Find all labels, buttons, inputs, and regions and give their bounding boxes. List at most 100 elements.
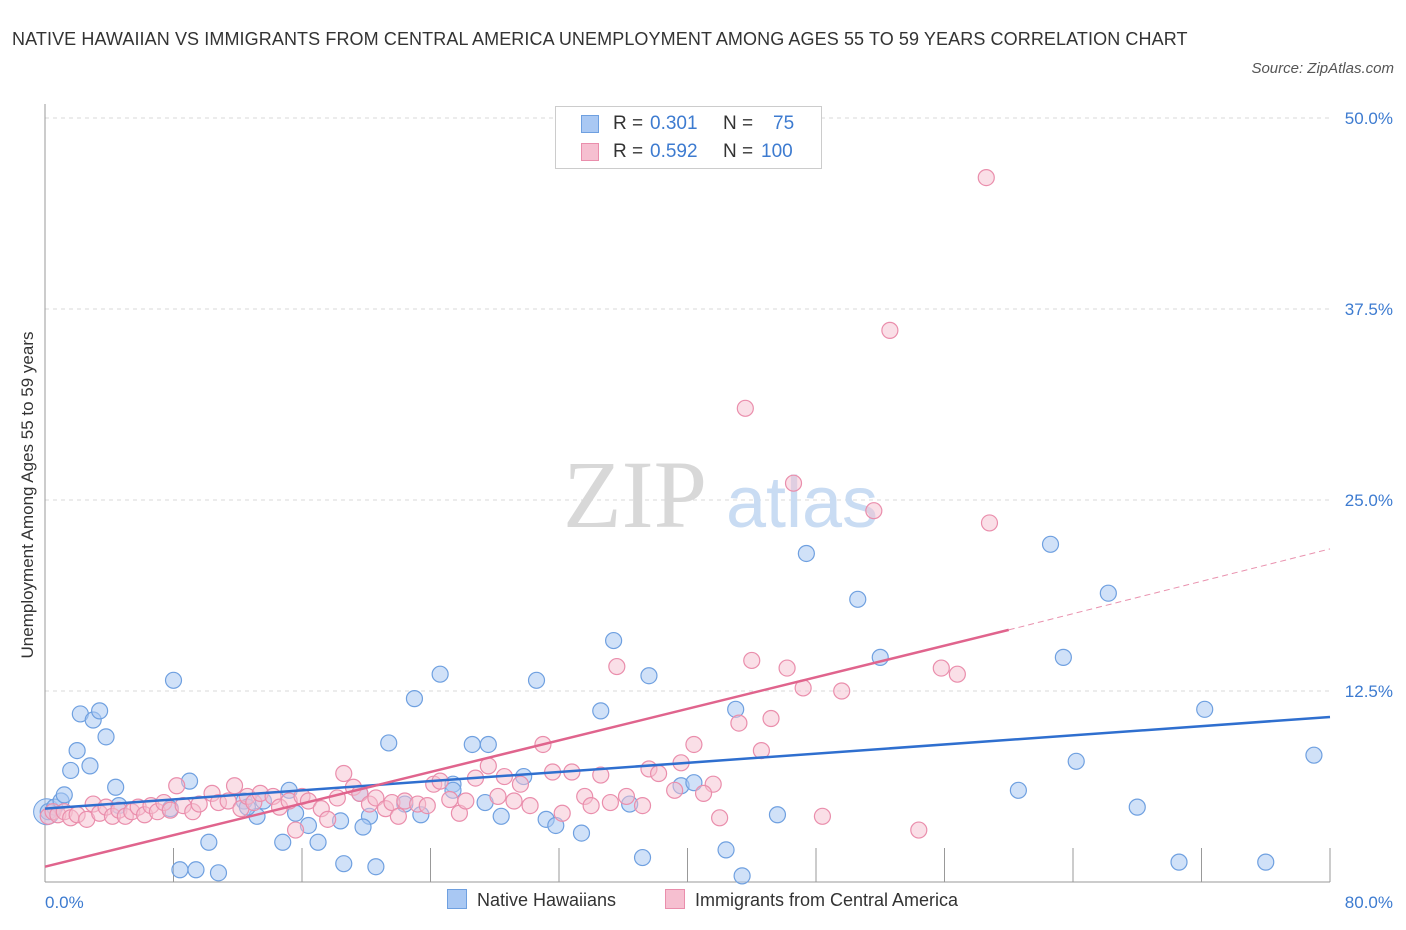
legend-r-label: R = bbox=[613, 113, 644, 134]
data-point bbox=[335, 855, 353, 873]
data-point bbox=[187, 861, 205, 879]
data-point bbox=[730, 714, 748, 732]
data-point bbox=[601, 793, 620, 812]
data-point bbox=[97, 728, 115, 746]
data-point bbox=[1257, 853, 1275, 871]
data-point bbox=[286, 821, 305, 839]
data-point bbox=[865, 502, 883, 520]
data-point bbox=[527, 671, 546, 689]
data-point bbox=[980, 514, 999, 532]
source-label: Source: ZipAtlas.com bbox=[1251, 60, 1394, 77]
y-tick-label: 25.0% bbox=[1345, 491, 1393, 510]
data-point bbox=[225, 777, 244, 795]
legend-n-label: N = bbox=[723, 113, 754, 134]
chart-title: NATIVE HAWAIIAN VS IMMIGRANTS FROM CENTR… bbox=[12, 29, 1188, 49]
y-tick-label: 50.0% bbox=[1345, 109, 1393, 128]
data-point bbox=[617, 787, 636, 806]
data-point bbox=[335, 764, 353, 783]
legend-swatch-pink bbox=[665, 889, 685, 909]
data-point bbox=[833, 682, 851, 700]
legend-n-value: 100 bbox=[761, 141, 793, 162]
series-native-hawaiians bbox=[33, 535, 1323, 885]
trend-line-immigrants-extrapolated bbox=[1008, 548, 1331, 631]
data-point bbox=[881, 321, 899, 339]
data-point bbox=[849, 590, 867, 608]
data-point bbox=[778, 659, 796, 677]
x-tick-label-min: 0.0% bbox=[45, 893, 84, 912]
legend-item-native-hawaiians: Native Hawaiians bbox=[447, 889, 616, 911]
data-point bbox=[605, 631, 623, 650]
data-point bbox=[711, 809, 729, 827]
legend-swatch-pink bbox=[581, 143, 599, 161]
data-point bbox=[107, 778, 125, 796]
data-point bbox=[553, 804, 571, 822]
legend-item-immigrants: Immigrants from Central America bbox=[665, 889, 958, 911]
data-point bbox=[168, 777, 186, 795]
data-point bbox=[592, 766, 610, 784]
data-point bbox=[431, 665, 449, 683]
data-point bbox=[592, 702, 610, 720]
data-point bbox=[910, 821, 928, 839]
y-tick-label: 37.5% bbox=[1345, 300, 1393, 319]
data-point bbox=[319, 810, 337, 828]
data-point bbox=[463, 735, 481, 754]
data-point bbox=[582, 796, 600, 815]
data-point bbox=[640, 667, 658, 685]
legend-r-value: 0.301 bbox=[650, 113, 698, 134]
data-point bbox=[1067, 752, 1085, 770]
data-point bbox=[190, 795, 208, 813]
watermark: ZIP atlas bbox=[563, 441, 878, 548]
data-point bbox=[505, 792, 523, 810]
data-point bbox=[354, 818, 372, 836]
legend-swatch-blue bbox=[447, 889, 467, 909]
data-point bbox=[784, 474, 803, 492]
data-point bbox=[492, 807, 510, 825]
data-point bbox=[932, 659, 950, 677]
data-point bbox=[68, 741, 86, 760]
data-point bbox=[1170, 853, 1188, 871]
data-point bbox=[1041, 535, 1060, 553]
legend-r-value: 0.592 bbox=[650, 141, 698, 162]
data-point bbox=[521, 796, 539, 815]
data-point bbox=[733, 867, 751, 885]
data-point bbox=[813, 807, 832, 825]
data-point bbox=[274, 833, 292, 851]
legend-n-label: N = bbox=[723, 141, 754, 162]
data-point bbox=[1009, 781, 1027, 799]
x-tick-label-max: 80.0% bbox=[1345, 893, 1393, 912]
data-point bbox=[649, 764, 668, 783]
y-tick-labels: 12.5% 25.0% 37.5% 50.0% bbox=[1345, 109, 1393, 701]
data-point bbox=[479, 735, 497, 754]
data-point bbox=[457, 792, 475, 810]
data-point bbox=[1196, 700, 1214, 718]
data-point bbox=[1305, 746, 1323, 764]
data-point bbox=[685, 735, 703, 754]
data-point bbox=[367, 858, 385, 876]
data-point bbox=[418, 796, 436, 815]
data-point bbox=[977, 168, 995, 187]
legend-label: Immigrants from Central America bbox=[695, 890, 959, 910]
data-point bbox=[209, 864, 228, 882]
data-point bbox=[743, 651, 761, 670]
data-point bbox=[1099, 584, 1117, 602]
legend-swatch-blue bbox=[581, 115, 599, 133]
data-point bbox=[91, 702, 109, 720]
watermark-zip: ZIP bbox=[563, 441, 707, 548]
data-point bbox=[572, 824, 591, 842]
data-point bbox=[633, 796, 652, 815]
data-point bbox=[380, 734, 398, 752]
data-point bbox=[489, 787, 507, 806]
data-point bbox=[62, 761, 80, 780]
data-point bbox=[389, 807, 407, 825]
data-point bbox=[694, 784, 713, 802]
trend-line-immigrants bbox=[44, 628, 1010, 868]
series-legend: Native Hawaiians Immigrants from Central… bbox=[0, 889, 1406, 915]
data-point bbox=[666, 781, 684, 799]
data-point bbox=[441, 790, 459, 809]
data-point bbox=[762, 709, 780, 728]
data-point bbox=[1054, 648, 1072, 666]
data-point bbox=[685, 774, 703, 792]
data-point bbox=[81, 757, 99, 775]
data-point bbox=[511, 775, 530, 793]
